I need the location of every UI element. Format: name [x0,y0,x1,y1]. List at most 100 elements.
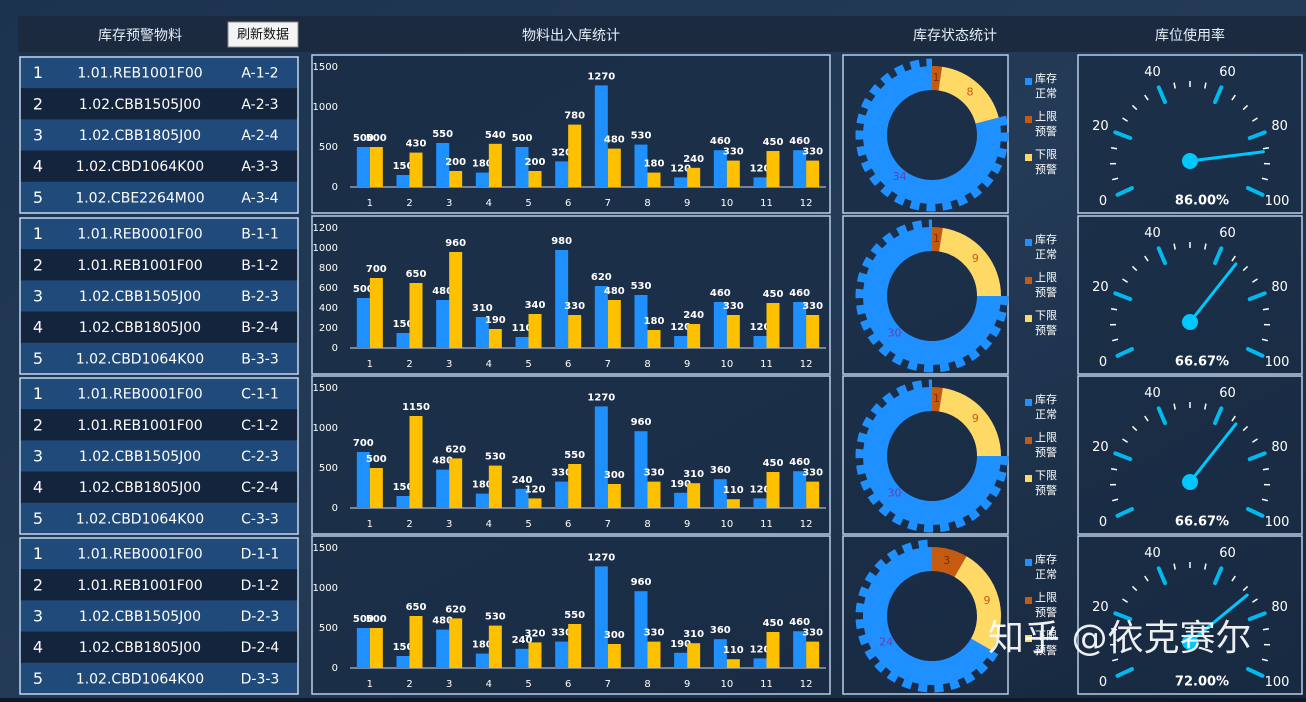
material-code: 1.01.REB1001F00 [77,258,202,274]
location: B-1-2 [241,258,279,274]
donut-value-label: 34 [893,170,907,183]
material-code: 1.01.REB1001F00 [77,578,202,594]
row-index: 4 [33,478,43,497]
x-tick-label: 12 [800,679,813,690]
y-tick-label: 1000 [313,243,338,254]
location: C-3-3 [241,511,279,527]
bar [687,324,700,348]
bar [608,149,621,187]
gauge-tick-label: 60 [1219,226,1236,241]
bar-value-label: 550 [432,129,453,140]
y-tick-label: 600 [319,283,338,294]
gauge-hub [1182,474,1198,490]
bar [397,333,410,348]
location: C-1-2 [241,418,279,434]
donut-value-label: 3 [943,554,950,567]
x-tick-label: 7 [605,359,611,370]
panel [1078,376,1302,534]
bar [489,626,502,668]
x-tick-label: 12 [800,198,813,209]
gauge-tick-label: 60 [1219,65,1236,80]
row-index: 3 [33,447,43,466]
bar [608,644,621,668]
gauge-tick-label: 0 [1099,194,1107,209]
bar [357,147,370,187]
bar [767,151,780,187]
bar-value-label: 180 [644,316,665,327]
bar-value-label: 480 [604,135,625,146]
x-tick-label: 11 [760,679,773,690]
location: D-2-3 [241,609,280,625]
y-tick-label: 1000 [313,583,338,594]
legend-item: 库存正常 [1035,71,1067,105]
x-tick-label: 11 [760,519,773,530]
gauge-tick-label: 20 [1092,600,1109,615]
x-tick-label: 10 [720,679,733,690]
bar [449,171,462,187]
gauge-tick-label: 60 [1219,546,1236,561]
bar [370,468,383,508]
bar-value-label: 330 [802,147,823,158]
gauge-hub [1182,153,1198,169]
legend-swatch [1025,475,1032,482]
location: A-2-3 [241,97,278,113]
bar-value-label: 110 [723,485,744,496]
material-code: 1.02.CBB1505J00 [79,97,201,113]
legend-label: 下限预警 [1035,147,1063,177]
bar-value-label: 1270 [587,552,615,563]
bar [476,654,489,668]
bar [449,618,462,668]
bar [370,628,383,668]
legend-item: 库存正常 [1035,392,1067,426]
y-tick-label: 500 [319,623,338,634]
panel [1078,55,1302,213]
refresh-button-label[interactable]: 刷新数据 [237,27,289,43]
bar-value-label: 500 [366,614,387,625]
y-tick-label: 400 [319,303,338,314]
material-code: 1.01.REB0001F00 [77,547,202,563]
row-index: 5 [33,349,43,368]
bar [687,168,700,187]
usage-title: 库位使用率 [1155,27,1225,44]
y-tick-label: 0 [332,343,338,354]
minor-tick [1263,629,1269,630]
x-tick-label: 3 [446,679,452,690]
material-code: 1.02.CBB1805J00 [79,640,201,656]
row-index: 2 [33,94,43,113]
bar-value-label: 700 [366,264,387,275]
donut-value-label: 30 [888,486,902,499]
bar [806,642,819,668]
x-tick-label: 10 [720,519,733,530]
bar [727,499,740,508]
bar-value-label: 360 [710,625,731,636]
bar [529,171,542,187]
bar [436,470,449,508]
bar [648,173,661,187]
location: A-1-2 [241,66,278,82]
material-code: 1.01.REB0001F00 [77,227,202,243]
bar [489,466,502,508]
bar-value-label: 1150 [402,402,430,413]
x-tick-label: 7 [605,519,611,530]
location: B-2-4 [241,320,279,336]
bar-value-label: 960 [445,238,466,249]
bar [648,642,661,668]
row-index: 2 [33,575,43,594]
bar [476,173,489,187]
bar [754,658,767,668]
bar-value-label: 330 [723,301,744,312]
x-tick-label: 5 [525,519,531,530]
bar [397,656,410,668]
bar [555,250,568,348]
gauge-tick-label: 80 [1271,440,1288,455]
bar-value-label: 980 [551,236,572,247]
y-tick-label: 1200 [313,223,338,234]
material-code: 1.02.CBB1805J00 [79,128,201,144]
bar-value-label: 360 [710,465,731,476]
bar-value-label: 330 [802,628,823,639]
x-tick-label: 4 [486,359,492,370]
bar [397,175,410,187]
gauge-tick-label: 80 [1271,119,1288,134]
legend-swatch [1025,78,1032,85]
donut-value-label: 1 [933,71,940,84]
